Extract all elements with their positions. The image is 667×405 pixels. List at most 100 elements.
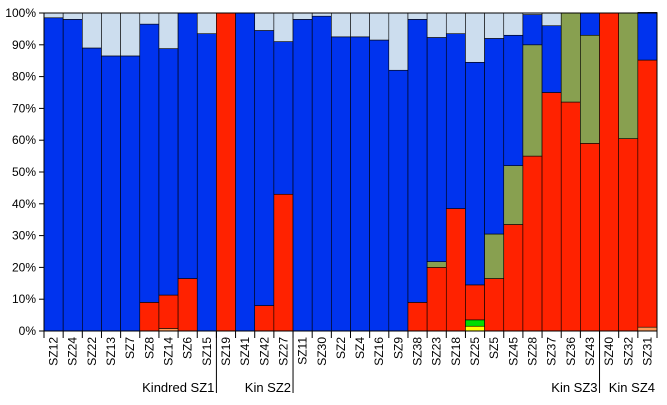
bar-segment	[273, 12, 294, 42]
x-tick-label: SZ4	[353, 337, 367, 359]
x-tick-label: SZ31	[640, 337, 654, 366]
x-tick-label: SZ9	[391, 337, 405, 359]
bar-segment	[503, 165, 524, 225]
bar-segment	[120, 12, 141, 57]
bar-segment	[465, 319, 485, 327]
bar-segment	[503, 34, 524, 166]
bar-segment	[177, 278, 198, 332]
x-tick-label: SZ45	[506, 337, 520, 366]
bar-segment	[273, 193, 294, 332]
bar-segment	[560, 101, 581, 332]
bar-segment	[618, 138, 639, 332]
bar-segment	[254, 30, 275, 306]
bar-segment	[158, 12, 179, 49]
bar-segment	[331, 36, 351, 332]
bar-segment	[484, 278, 505, 332]
bar-segment	[465, 61, 485, 286]
bar-segment	[465, 325, 485, 332]
y-tick-label: 60%	[12, 133, 36, 147]
bar-segment	[254, 305, 275, 332]
bar-segment	[484, 12, 505, 39]
x-tick-label: SZ14	[162, 337, 176, 366]
bar-segment	[426, 37, 447, 262]
x-tick-label: SZ19	[219, 337, 233, 366]
x-tick-label: SZ8	[142, 337, 156, 359]
bar-segment	[82, 12, 102, 49]
bar-segment	[388, 12, 409, 71]
x-tick-label: SZ36	[564, 337, 578, 366]
y-tick-label: 70%	[12, 101, 36, 115]
bar-segment	[599, 12, 619, 332]
bar-segment	[522, 44, 543, 157]
bar-segment	[62, 19, 83, 332]
bar-segment	[311, 15, 332, 332]
bar-segment	[580, 34, 600, 144]
bar-segment	[235, 12, 256, 332]
x-tick-label: SZ11	[296, 337, 310, 365]
bar-segment	[637, 326, 658, 332]
bar-segment	[273, 41, 294, 195]
x-tick-label: SZ40	[602, 337, 616, 366]
bar-segment	[541, 25, 562, 93]
x-tick-label: SZ18	[449, 337, 463, 366]
bar-segment	[484, 38, 505, 235]
bar-segment	[43, 17, 64, 332]
x-tick-label: SZ37	[545, 337, 559, 366]
x-tick-label: SZ16	[372, 337, 386, 366]
bar-segment	[484, 233, 505, 279]
x-tick-label: SZ7	[123, 337, 137, 359]
bar-segment	[388, 69, 409, 332]
bar-segment	[43, 12, 64, 19]
y-tick-label: 100%	[5, 6, 36, 20]
y-tick-label: 80%	[12, 70, 36, 84]
y-tick-label: 20%	[12, 260, 36, 274]
bar-segment	[445, 208, 466, 332]
group-label: Kin SZ3	[551, 380, 597, 395]
x-tick-label: SZ43	[583, 337, 597, 366]
bar-segment	[82, 47, 102, 332]
bar-segment	[541, 12, 562, 27]
y-tick-label: 40%	[12, 197, 36, 211]
bar-segment	[139, 302, 160, 332]
x-tick-label: SZ6	[181, 337, 195, 359]
bar-segment	[216, 12, 236, 332]
bar-segment	[503, 12, 524, 36]
bar-segment	[139, 23, 160, 303]
bar-segment	[292, 19, 313, 332]
bar-segment	[426, 261, 447, 268]
bar-segment	[158, 294, 179, 329]
bar-segment	[350, 12, 370, 38]
bar-segment	[637, 12, 658, 61]
bar-segment	[445, 12, 466, 34]
group-label: Kin SZ2	[245, 380, 291, 395]
bar-segment	[407, 19, 428, 303]
bar-segment	[101, 55, 121, 332]
bar-segment	[522, 14, 543, 46]
bar-segment	[522, 155, 543, 332]
bar-segment	[503, 224, 524, 332]
bar-segment	[369, 39, 390, 332]
x-tick-label: SZ38	[411, 337, 425, 366]
bar-segment	[350, 36, 370, 332]
group-label: Kindred SZ1	[142, 380, 214, 395]
bar-segment	[465, 12, 485, 63]
x-tick-label: SZ2	[334, 337, 348, 359]
x-tick-label: SZ24	[66, 337, 80, 366]
x-tick-label: SZ27	[276, 337, 290, 366]
bar-segment	[139, 12, 160, 25]
x-tick-label: SZ41	[238, 337, 252, 366]
x-tick-label: SZ23	[430, 337, 444, 366]
y-tick-label: 90%	[12, 38, 36, 52]
bar-segment	[407, 302, 428, 332]
bar-segment	[158, 48, 179, 296]
bar-segment	[369, 12, 390, 41]
bar-segment	[637, 59, 658, 328]
bar-segment	[580, 143, 600, 332]
bar-segment	[465, 284, 485, 321]
x-tick-label: SZ15	[200, 337, 214, 366]
x-tick-label: SZ13	[104, 337, 118, 366]
bar-segment	[331, 12, 351, 38]
bar-segment	[101, 12, 121, 57]
bar-segment	[541, 92, 562, 332]
